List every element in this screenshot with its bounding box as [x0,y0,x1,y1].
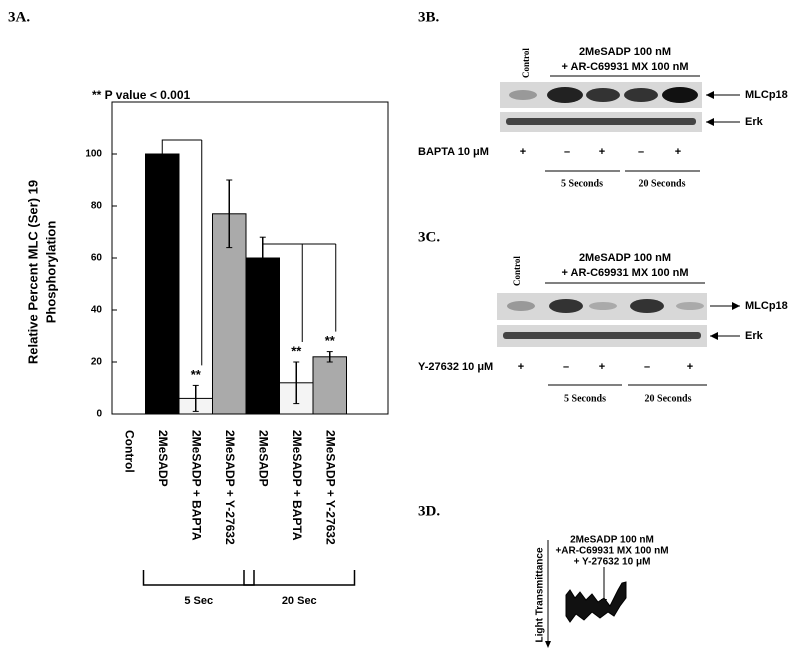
y-tick-label: 100 [85,149,102,160]
arrow-head [706,118,714,126]
annotation: ** P value < 0.001 [92,88,191,102]
sign: – [564,146,570,158]
band [509,90,537,100]
y-tick-label: 40 [91,305,103,316]
arrow-head [706,91,714,99]
significance: ** [291,343,302,358]
panel-label: 3D. [418,503,440,519]
blot [497,293,707,347]
sign: – [644,361,650,373]
y-tick-label: 60 [91,253,103,264]
x-tick-label: 2MeSADP [156,430,170,487]
group-label: 20 Sec [282,595,317,607]
band [662,87,698,103]
treatment: +AR-C69931 MX 100 nM [555,546,668,557]
condition: BAPTA 10 μM [418,146,489,158]
x-tick-label: 2MeSADP + BAPTA [190,430,204,541]
band [589,302,617,310]
bar-chart: 0 20 40 60 80 100 Control 2MeSADP 2MeSADP + BAPT… [85,139,356,607]
group-label: 5 Sec [184,595,213,607]
sign: – [563,361,569,373]
bar [145,153,180,415]
bracket [161,139,202,154]
condition: Y-27632 10 μM [418,361,493,373]
treatment: + Y-27632 10 μM [574,557,651,568]
x-tick-label: 2MeSADP + Y-27632 [223,430,237,545]
y-tick-label: 20 [91,357,103,368]
y-axis-label: Phosphorylation [43,221,58,324]
band [630,299,664,313]
arrow-head [710,332,718,340]
treatment: + AR-C69931 MX 100 nM [561,267,688,279]
y-tick-label: 80 [91,201,103,212]
panel-label: 3B. [418,9,440,25]
band [503,332,701,339]
group-label: 20 Seconds [639,178,686,189]
band [506,118,696,125]
x-tick-label: 2MeSADP + Y-27632 [324,430,338,545]
band [676,302,704,310]
bracket [262,243,336,258]
sign: + [675,146,681,158]
arrow-head [545,641,551,648]
sign: + [599,361,605,373]
control-label: Control [521,48,531,78]
x-tick-label: Control [123,430,137,473]
y-tick-label: 0 [96,409,102,420]
treatment: 2MeSADP 100 nM [579,46,671,58]
band [586,88,620,102]
group-bracket [142,570,255,586]
band [624,88,658,102]
panel-label: 3C. [418,229,440,245]
control-label: Control [512,256,522,286]
axis-label: Light Transmittance [535,547,546,642]
row-label: Erk [745,330,764,342]
sign: + [520,146,526,158]
significance: ** [191,367,202,382]
treatment: + AR-C69931 MX 100 nM [561,61,688,73]
panel-label: 3A. [8,9,30,25]
x-tick-label: 2MeSADP [257,430,271,487]
sign: + [518,361,524,373]
band [549,299,583,313]
group-bracket [243,570,356,586]
row-label: MLCp18 [745,300,788,312]
sign: – [638,146,644,158]
signs: + – + – + [518,361,693,373]
sign: + [687,361,693,373]
y-axis-label: Relative Percent MLC (Ser) 19 [25,180,40,364]
aggregation-trace [565,581,627,623]
bar [312,356,347,415]
significance: ** [325,333,336,348]
sign: + [599,146,605,158]
band [507,301,535,311]
group-label: 5 Seconds [561,178,603,189]
group-label: 5 Seconds [564,393,606,404]
row-label: Erk [745,116,764,128]
blot [500,82,702,132]
treatment: 2MeSADP 100 nM [579,252,671,264]
treatment: 2MeSADP 100 nM [570,535,654,546]
arrow-head [732,302,740,310]
x-tick-label: 2MeSADP + BAPTA [290,430,304,541]
group-label: 20 Seconds [645,393,692,404]
row-label: MLCp18 [745,89,788,101]
bar [245,257,280,415]
band [547,87,583,103]
signs: + – + – + [520,146,681,158]
